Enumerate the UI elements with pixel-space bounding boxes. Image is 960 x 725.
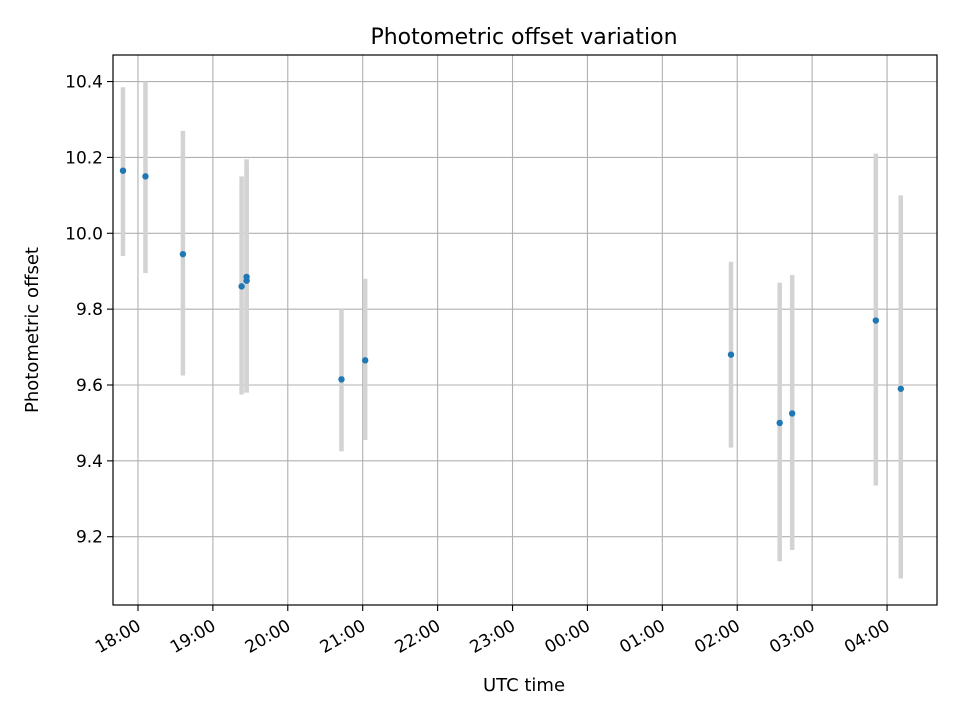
- data-point: [788, 410, 796, 417]
- data-points: [119, 167, 904, 427]
- y-axis-label: Photometric offset: [22, 247, 43, 413]
- y-tick-label: 10.2: [65, 148, 103, 168]
- data-point: [338, 376, 345, 383]
- chart-title: Photometric offset variation: [370, 25, 677, 50]
- data-point: [119, 167, 127, 174]
- data-point: [776, 419, 783, 427]
- data-point: [243, 277, 250, 284]
- y-tick-label: 9.2: [76, 528, 103, 548]
- data-point: [727, 351, 735, 358]
- y-tick-label: 9.6: [76, 376, 103, 396]
- y-axis-ticks: 9.2 9.4 9.6 9.8 10.0 10.2 10.4: [65, 73, 113, 548]
- y-tick-label: 10.4: [65, 73, 103, 93]
- y-tick-label: 9.8: [76, 300, 103, 320]
- y-tick-label: 9.4: [76, 452, 103, 472]
- x-axis-label: UTC time: [483, 675, 565, 696]
- data-point: [179, 250, 187, 258]
- data-point: [897, 385, 904, 392]
- grid: [113, 55, 937, 605]
- data-point: [872, 317, 880, 324]
- data-point: [361, 357, 369, 364]
- y-tick-label: 10.0: [65, 224, 103, 244]
- plot-frame: [112, 54, 938, 606]
- data-point: [238, 283, 245, 290]
- data-point: [142, 173, 149, 180]
